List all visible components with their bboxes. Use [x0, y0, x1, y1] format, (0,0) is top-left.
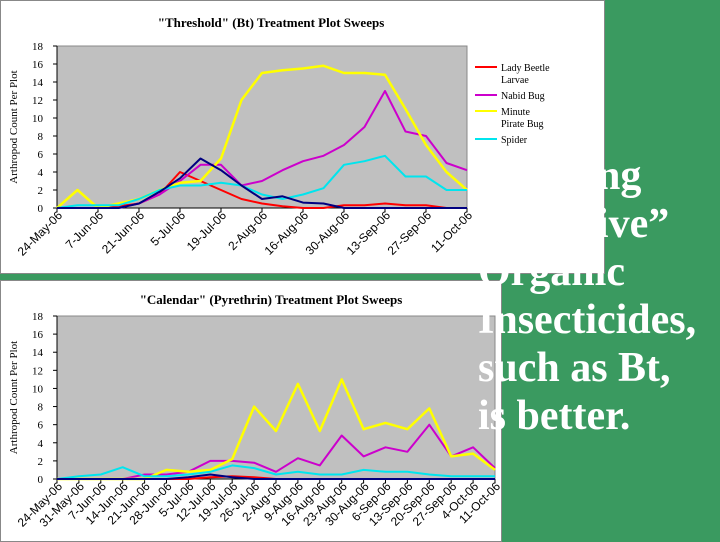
x-tick-label: 27-Sep-06 — [385, 208, 435, 258]
x-tick-label: 21-Jun-06 — [99, 208, 147, 256]
legend-label: Spider — [501, 135, 528, 146]
y-tick-label: 4 — [38, 438, 44, 450]
y-tick-label: 14 — [32, 347, 44, 359]
y-tick-label: 14 — [32, 77, 44, 89]
slide-line: such as Bt, — [478, 345, 671, 391]
slide-line: Insecticides, — [478, 297, 697, 343]
y-tick-label: 18 — [32, 41, 44, 53]
y-tick-label: 6 — [38, 149, 44, 161]
plot-area — [56, 45, 468, 209]
series-line — [57, 171, 467, 209]
legend-label: Pirate Bug — [501, 119, 544, 130]
y-tick-label: 2 — [38, 456, 44, 468]
y-tick-label: 12 — [32, 365, 43, 377]
slide-line: Spraying — [478, 153, 642, 199]
y-tick-label: 8 — [38, 402, 44, 414]
legend-label: Nabid Bug — [501, 91, 545, 102]
slide-line: is better. — [478, 393, 631, 439]
series-line — [56, 464, 495, 480]
y-tick-label: 8 — [38, 131, 44, 143]
series-line — [56, 64, 468, 210]
plot-area — [56, 315, 496, 480]
y-tick-label: 10 — [32, 113, 44, 125]
chart-title: "Threshold" (Bt) Treatment Plot Sweeps — [158, 15, 385, 30]
series-line — [57, 157, 467, 209]
chart-title: "Calendar" (Pyrethrin) Treatment Plot Sw… — [140, 292, 403, 307]
legend-label: Larvae — [501, 75, 529, 86]
series-line — [57, 473, 495, 480]
x-tick-label: 19-Jul-06 — [184, 208, 230, 254]
y-axis-label: Arthropod Count Per Plot — [8, 70, 20, 183]
y-tick-label: 10 — [32, 383, 44, 395]
slide-line: Organic — [478, 249, 625, 295]
y-tick-label: 0 — [38, 203, 44, 215]
threshold-chart-panel: "Threshold" (Bt) Treatment Plot Sweeps 0 2… — [0, 0, 605, 274]
y-tick-label: 4 — [38, 167, 44, 179]
series-line — [56, 154, 467, 209]
calendar-chart: "Calendar" (Pyrethrin) Treatment Plot Sw… — [8, 292, 501, 530]
y-tick-label: 0 — [38, 474, 44, 486]
y-tick-label: 18 — [32, 311, 44, 323]
legend-label: Minute — [501, 107, 530, 118]
x-tick-label: 24-May-06 — [15, 208, 66, 259]
legend-label: Lady Beetle — [501, 63, 550, 74]
slide-message: Spraying “selective” Organic Insecticide… — [478, 152, 718, 440]
x-tick-label: 11-Oct-06 — [428, 208, 475, 255]
y-tick-label: 2 — [38, 185, 44, 197]
slide-line: “selective” — [478, 201, 670, 247]
y-tick-label: 16 — [32, 59, 44, 71]
series-line — [57, 423, 496, 480]
y-tick-label: 16 — [32, 329, 44, 341]
threshold-chart: "Threshold" (Bt) Treatment Plot Sweeps02… — [8, 15, 567, 259]
y-tick-label: 6 — [38, 420, 44, 432]
calendar-chart-panel: "Calendar" (Pyrethrin) Treatment Plot Sw… — [0, 280, 502, 542]
y-tick-label: 12 — [32, 95, 43, 107]
y-axis-label: Arthropod Count Per Plot — [8, 341, 20, 454]
x-tick-label: 5-Jul-06 — [148, 208, 189, 249]
